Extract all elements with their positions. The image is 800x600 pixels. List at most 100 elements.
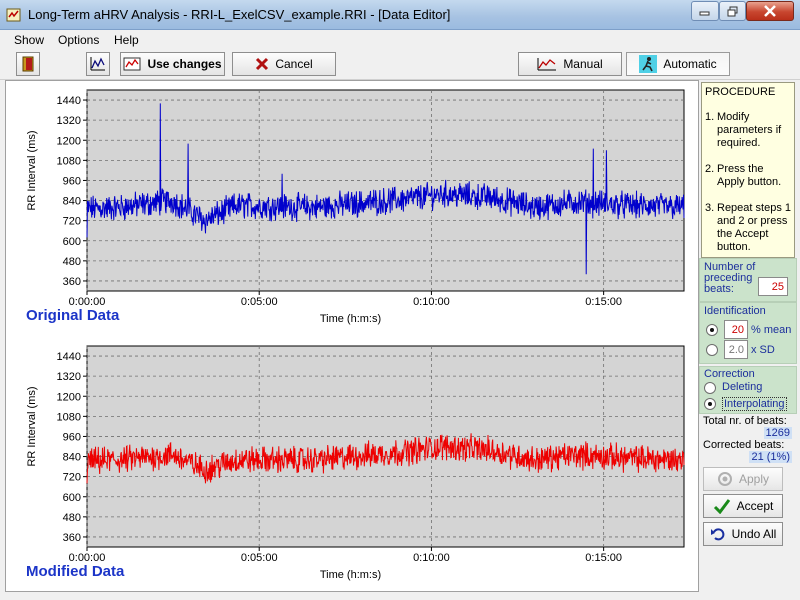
y-tick-label: 720 bbox=[63, 216, 81, 228]
use-changes-button[interactable]: Use changes bbox=[120, 52, 225, 76]
sd-input[interactable]: 2.0 bbox=[724, 340, 748, 359]
graph-edit-icon bbox=[123, 57, 141, 71]
undo-arrow-icon bbox=[710, 528, 724, 541]
restore-icon bbox=[727, 6, 737, 16]
y-tick-label: 360 bbox=[63, 532, 81, 544]
modified-data-label: Modified Data bbox=[26, 563, 125, 580]
menu-help[interactable]: Help bbox=[114, 33, 139, 47]
running-man-icon bbox=[639, 55, 658, 73]
procedure-step: 2. Press the Apply button. bbox=[705, 163, 791, 189]
x-tick-label: 0:15:00 bbox=[585, 552, 622, 564]
x-tick-label: 0:05:00 bbox=[241, 296, 278, 308]
step-number: 3. bbox=[705, 202, 715, 214]
window-title: Long-Term aHRV Analysis - RRI-L_ExelCSV_… bbox=[28, 7, 451, 22]
x-tick-label: 0:15:00 bbox=[585, 296, 622, 308]
y-tick-label: 1080 bbox=[57, 411, 81, 423]
x-tick-label: 0:10:00 bbox=[413, 296, 450, 308]
x-axis-title: Time (h:m:s) bbox=[320, 569, 381, 581]
manual-button[interactable]: Manual bbox=[518, 52, 622, 76]
exit-door-icon bbox=[22, 56, 34, 72]
apply-button[interactable]: Apply bbox=[703, 467, 783, 491]
y-tick-label: 480 bbox=[63, 256, 81, 268]
x-tick-label: 0:00:00 bbox=[69, 552, 106, 564]
mean-percent-input[interactable]: 20 bbox=[724, 320, 748, 339]
y-tick-label: 1320 bbox=[57, 371, 81, 383]
preceding-beats-input[interactable]: 25 bbox=[758, 277, 788, 296]
rr-interval-plots: 360 480 600 720 840 960 1080 1200 1320 1440 0:00:0… bbox=[26, 89, 685, 581]
y-tick-label: 1200 bbox=[57, 391, 81, 403]
sd-label: x SD bbox=[751, 344, 775, 356]
menu-options[interactable]: Options bbox=[58, 33, 100, 47]
accept-button[interactable]: Accept bbox=[703, 494, 783, 518]
y-tick-label: 480 bbox=[63, 512, 81, 524]
y-tick-label: 840 bbox=[63, 196, 81, 208]
y-tick-label: 1440 bbox=[57, 95, 81, 107]
deleting-radio[interactable] bbox=[704, 382, 716, 394]
x-tick-label: 0:05:00 bbox=[241, 552, 278, 564]
data-editor-panel: 360 480 600 720 840 960 1080 1200 1320 1440 0:00:0… bbox=[5, 80, 699, 592]
identification-title: Identification bbox=[704, 305, 766, 317]
close-icon bbox=[764, 5, 776, 17]
accept-label: Accept bbox=[736, 499, 774, 513]
corrected-beats-label: Corrected beats: bbox=[703, 439, 785, 451]
identification-group: Identification 20 % mean 2.0 x SD bbox=[699, 302, 797, 364]
x-axis-title: Time (h:m:s) bbox=[320, 313, 381, 325]
automatic-button[interactable]: Automatic bbox=[626, 52, 730, 76]
manual-chart-icon bbox=[537, 58, 557, 71]
preceding-beats-group: Number of preceding beats: 25 bbox=[699, 258, 797, 302]
maximize-button[interactable] bbox=[719, 1, 746, 21]
manual-label: Manual bbox=[563, 57, 603, 71]
preceding-beats-label: Number of preceding beats: bbox=[704, 261, 756, 295]
x-tick-label: 0:00:00 bbox=[69, 296, 106, 308]
automatic-label: Automatic bbox=[663, 57, 717, 71]
apply-label: Apply bbox=[738, 472, 770, 486]
interpolating-label: Interpolating bbox=[722, 397, 787, 411]
y-tick-label: 1440 bbox=[57, 351, 81, 363]
undo-all-label: Undo All bbox=[731, 527, 777, 541]
correction-group: Correction Deleting Interpolating bbox=[699, 366, 797, 414]
y-axis-title: RR Interval (ms) bbox=[26, 130, 38, 210]
plot-area bbox=[86, 345, 685, 548]
total-beats-label: Total nr. of beats: bbox=[703, 415, 787, 427]
procedure-step: 3. Repeat steps 1 and 2 or press the Acc… bbox=[705, 202, 791, 254]
original-data-label: Original Data bbox=[26, 307, 120, 324]
deleting-label: Deleting bbox=[722, 381, 763, 393]
minimize-button[interactable] bbox=[691, 1, 719, 21]
undo-all-button[interactable]: Undo All bbox=[703, 522, 783, 546]
step-text: Repeat steps 1 and 2 or press the Accept… bbox=[717, 202, 791, 253]
total-beats-value: 1269 bbox=[763, 427, 792, 439]
step-text: Press the Apply button. bbox=[717, 163, 782, 188]
close-button[interactable] bbox=[746, 1, 794, 21]
exit-button[interactable] bbox=[16, 52, 40, 76]
procedure-title: PROCEDURE bbox=[705, 86, 776, 98]
corrected-beats-value: 21 (1%) bbox=[749, 451, 792, 463]
procedure-step: 1. Modify parameters if required. bbox=[705, 111, 791, 150]
y-tick-label: 600 bbox=[63, 492, 81, 504]
menu-show[interactable]: Show bbox=[14, 33, 45, 47]
y-tick-label: 960 bbox=[63, 431, 81, 443]
y-tick-label: 1320 bbox=[57, 115, 81, 127]
app-icon bbox=[6, 8, 21, 22]
toolbar: Use changes Cancel Manual Automatic bbox=[0, 50, 800, 80]
interpolating-radio[interactable] bbox=[704, 398, 716, 410]
chart-icon bbox=[90, 57, 105, 71]
use-changes-label: Use changes bbox=[147, 57, 222, 71]
mean-label: % mean bbox=[751, 324, 792, 336]
cancel-button[interactable]: Cancel bbox=[232, 52, 336, 76]
sd-radio[interactable] bbox=[706, 344, 718, 356]
minimize-icon bbox=[699, 11, 710, 16]
cancel-label: Cancel bbox=[275, 57, 313, 71]
mean-radio[interactable] bbox=[706, 324, 718, 336]
procedure-box: PROCEDURE 1. Modify parameters if requir… bbox=[701, 82, 795, 258]
y-tick-label: 840 bbox=[63, 452, 81, 464]
y-tick-label: 1200 bbox=[57, 135, 81, 147]
title-bar: Long-Term aHRV Analysis - RRI-L_ExelCSV_… bbox=[0, 0, 800, 30]
chart-view-button[interactable] bbox=[86, 52, 110, 76]
y-tick-label: 600 bbox=[63, 236, 81, 248]
modified-rr-series bbox=[86, 433, 685, 484]
menu-bar: Show Options Help bbox=[0, 30, 800, 50]
original-rr-series bbox=[86, 103, 685, 275]
y-tick-label: 960 bbox=[63, 175, 81, 187]
x-tick-label: 0:10:00 bbox=[413, 552, 450, 564]
y-axis-title: RR Interval (ms) bbox=[26, 386, 38, 466]
